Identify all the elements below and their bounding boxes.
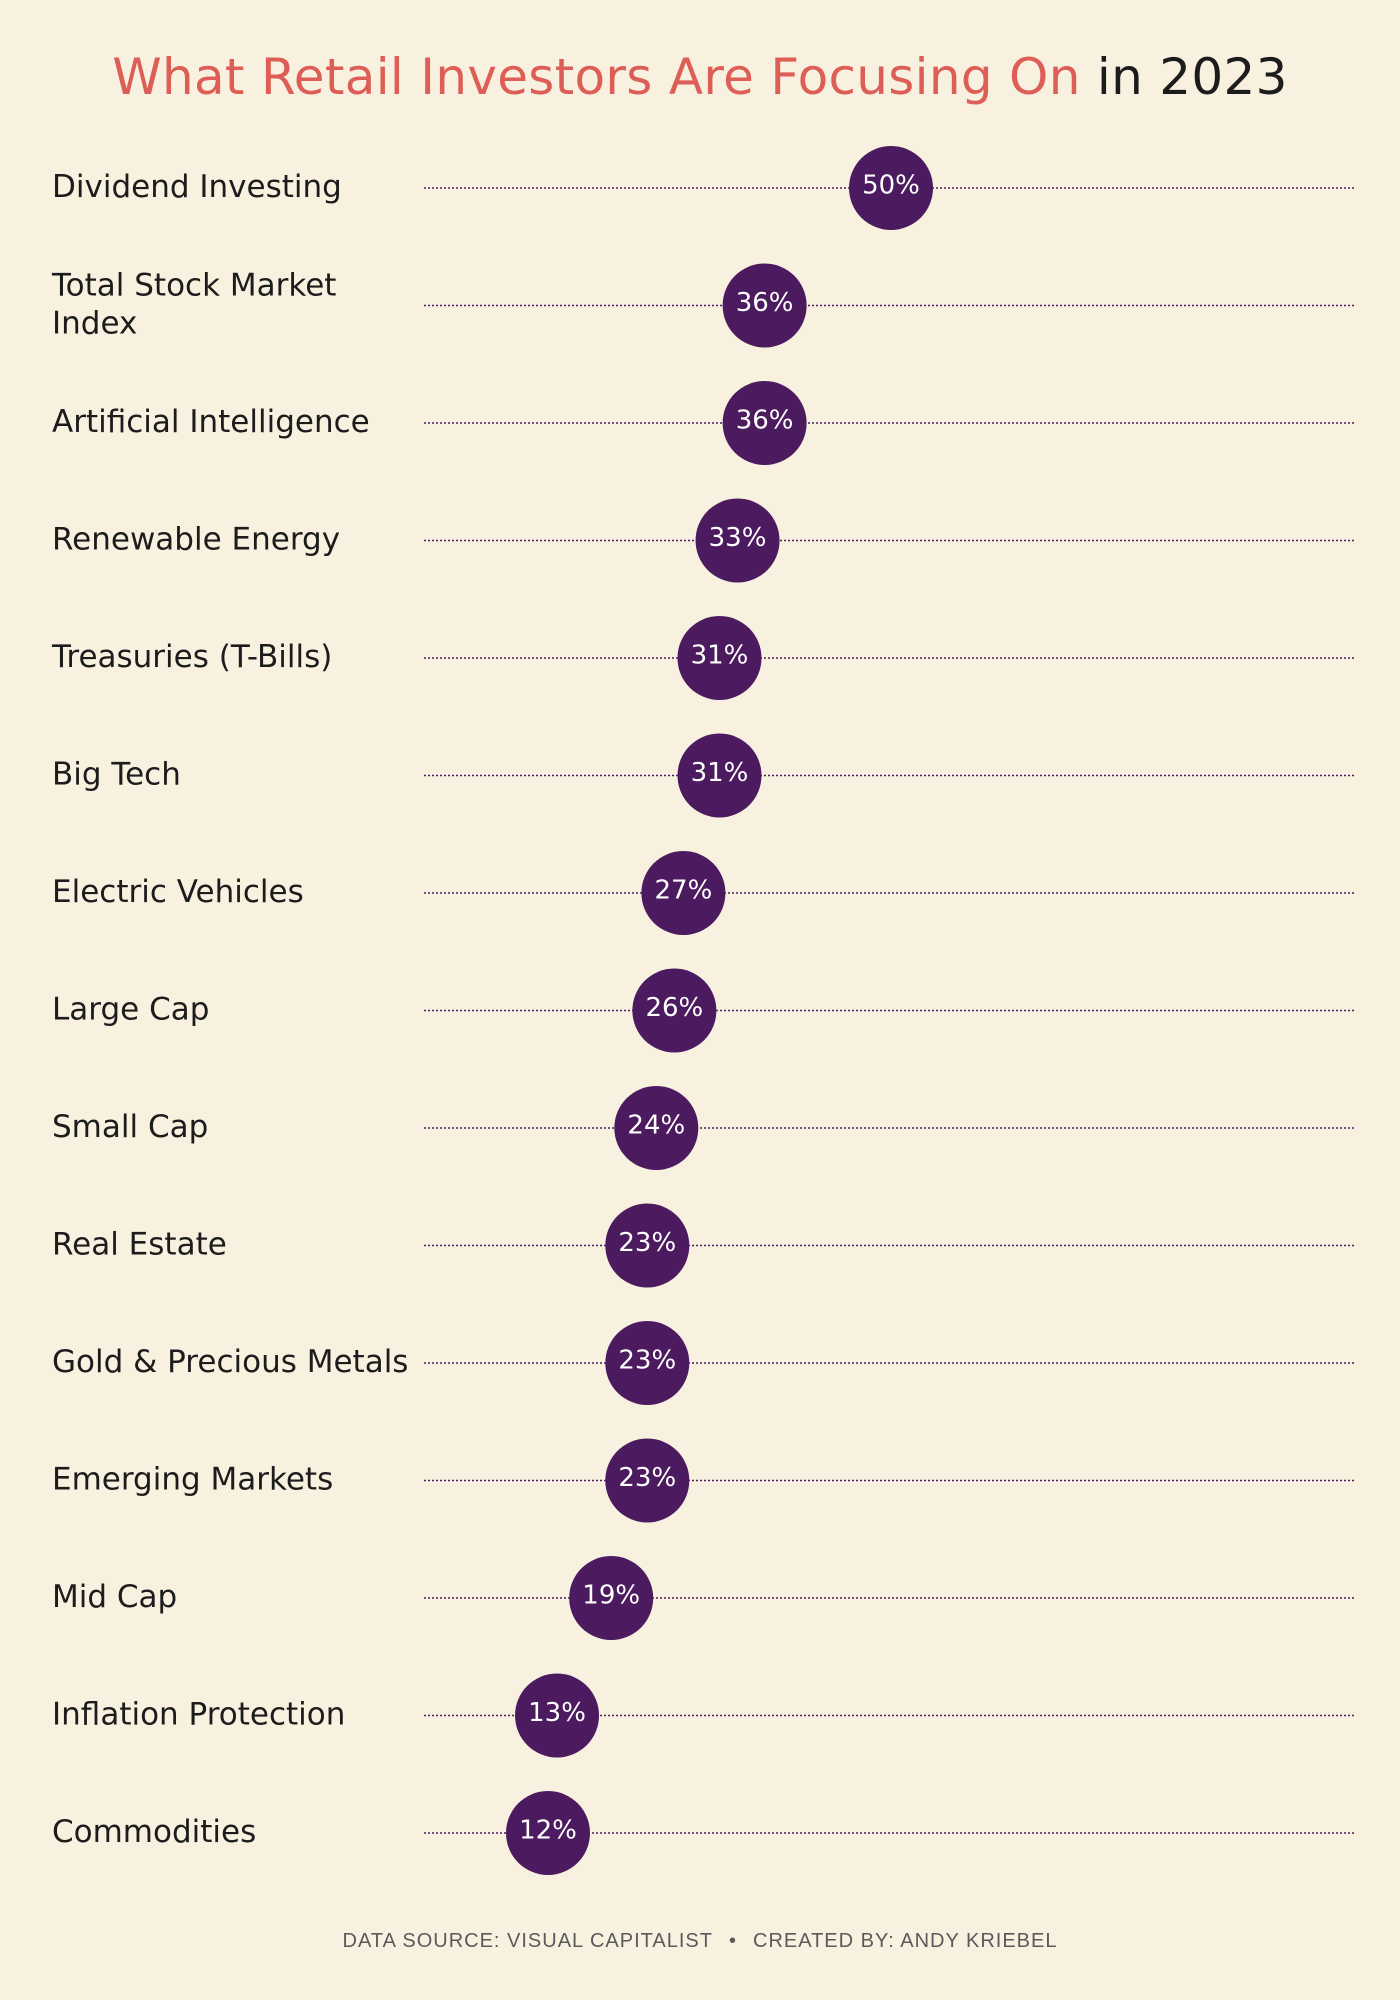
value-label: 23%: [618, 1228, 676, 1258]
value-label: 33%: [709, 523, 767, 553]
category-label: Electric Vehicles: [52, 874, 304, 910]
chart-row: Artificial Intelligence 36%: [52, 381, 1356, 465]
chart-row: Small Cap 24%: [52, 1086, 1356, 1170]
value-dot: [614, 1086, 699, 1170]
value-label: 31%: [691, 641, 749, 671]
chart-row: Total Stock Market Index 36%: [51, 263, 1356, 348]
value-label: 31%: [691, 758, 749, 788]
value-label: 19%: [582, 1581, 640, 1611]
value-dot: [506, 1791, 590, 1875]
category-label: Artificial Intelligence: [52, 404, 370, 440]
chart-title-year: in 2023: [1096, 48, 1288, 106]
category-label: Small Cap: [52, 1109, 208, 1145]
value-dot: [569, 1556, 654, 1640]
value-dot: [677, 616, 762, 700]
chart-row: Treasuries (T-Bills) 31%: [51, 616, 1356, 700]
chart-row: Real Estate 23%: [52, 1203, 1356, 1288]
value-dot: [695, 498, 780, 583]
value-dot: [641, 851, 726, 935]
value-label: 50%: [862, 171, 920, 201]
category-label: Big Tech: [52, 756, 181, 792]
category-label: Real Estate: [52, 1226, 227, 1262]
value-label: 27%: [654, 876, 712, 906]
value-dot: [677, 733, 762, 818]
chart-title-accent: What Retail Investors Are Focusing On: [112, 48, 1081, 106]
category-label: Renewable Energy: [52, 521, 340, 557]
value-label: 36%: [736, 406, 794, 436]
value-label: 24%: [627, 1111, 685, 1141]
category-label: Gold & Precious Metals: [52, 1344, 408, 1380]
category-label: Mid Cap: [52, 1579, 177, 1615]
chart-row: Electric Vehicles 27%: [52, 851, 1356, 935]
category-label: Dividend Investing: [52, 169, 342, 205]
dot-plot: Dividend Investing 50% Total Stock Market I…: [51, 146, 1356, 1875]
category-label: Emerging Markets: [52, 1461, 333, 1497]
chart-row: Dividend Investing 50%: [52, 146, 1356, 230]
category-label: Inflation Protection: [52, 1696, 345, 1732]
footer-credit: CREATED BY: ANDY KRIEBEL: [753, 1930, 1058, 1952]
chart-title: What Retail Investors Are Focusing On in…: [0, 48, 1400, 106]
category-label: Treasuries (T-Bills): [51, 639, 332, 675]
chart-row: Renewable Energy 33%: [52, 498, 1356, 583]
value-dot: [605, 1203, 690, 1288]
chart-row: Big Tech 31%: [52, 733, 1356, 818]
value-dot: [722, 381, 807, 465]
value-label: 23%: [618, 1346, 676, 1376]
chart-row: Mid Cap 19%: [52, 1556, 1356, 1640]
category-label: Total Stock Market Index: [51, 267, 336, 341]
value-label: 13%: [528, 1698, 586, 1728]
value-dot: [849, 146, 933, 230]
chart-row: Inflation Protection 13%: [52, 1673, 1356, 1758]
footer: DATA SOURCE: VISUAL CAPITALIST • CREATED B…: [0, 1930, 1400, 1953]
chart-row: Emerging Markets 23%: [52, 1438, 1356, 1523]
chart-row: Commodities 12%: [52, 1791, 1356, 1875]
chart-row: Large Cap 26%: [52, 968, 1356, 1053]
value-label: 23%: [618, 1463, 676, 1493]
footer-source: DATA SOURCE: VISUAL CAPITALIST: [342, 1930, 713, 1952]
category-label: Large Cap: [52, 991, 209, 1027]
value-label: 26%: [645, 993, 703, 1023]
value-dot: [605, 1321, 690, 1405]
value-label: 36%: [736, 288, 794, 318]
value-dot: [515, 1673, 600, 1758]
footer-separator: •: [728, 1930, 737, 1952]
value-dot: [605, 1438, 690, 1523]
chart-row: Gold & Precious Metals 23%: [52, 1321, 1356, 1405]
value-dot: [722, 263, 807, 348]
category-label: Commodities: [52, 1814, 256, 1850]
value-label: 12%: [519, 1816, 577, 1846]
value-dot: [632, 968, 717, 1053]
